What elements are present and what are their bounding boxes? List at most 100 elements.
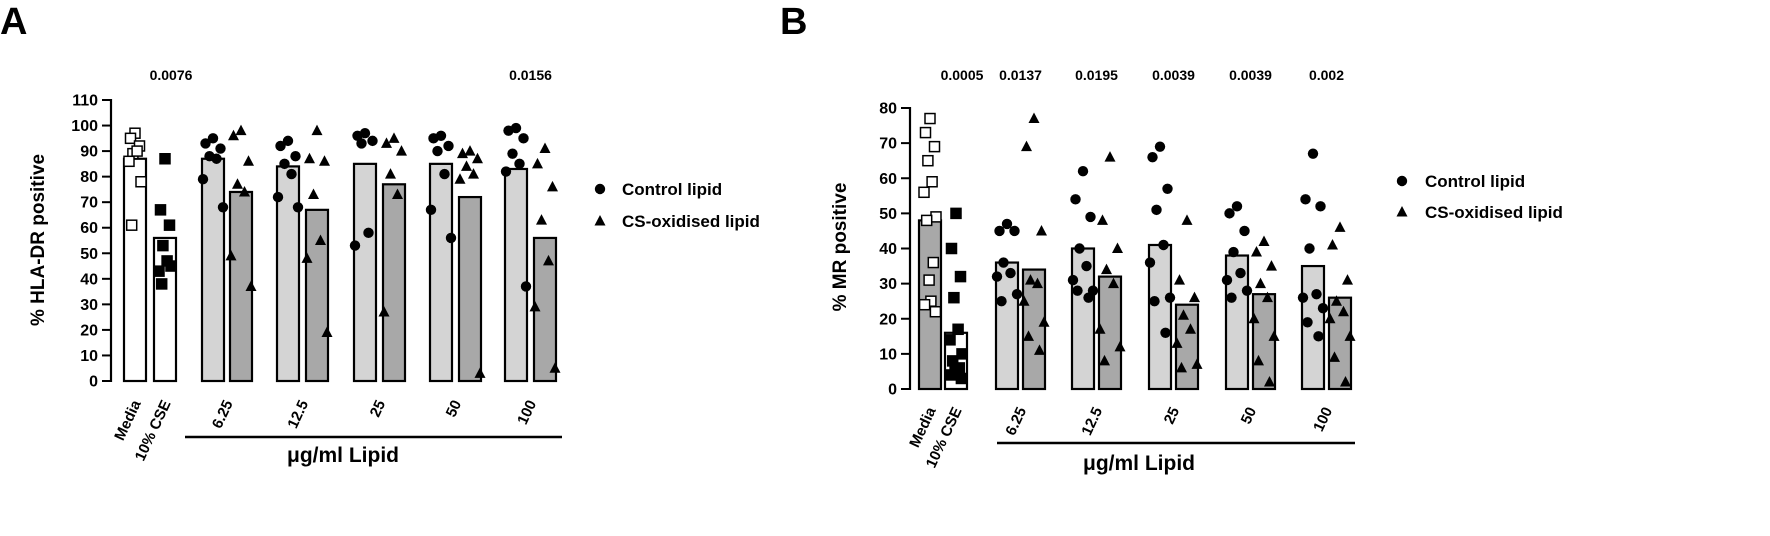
point-cs-oxidised-lipid: [1114, 340, 1126, 352]
point-control-lipid: [1149, 295, 1160, 307]
point-cs-oxidised-lipid: [315, 234, 326, 245]
point-media: [929, 305, 942, 318]
point-control-lipid: [1072, 285, 1083, 296]
point-cs-oxidised-lipid: [1036, 224, 1047, 236]
point-cs-oxidised-lipid: [1171, 337, 1183, 348]
point-control-lipid: [1307, 148, 1319, 159]
point-control-lipid: [998, 257, 1009, 268]
point-control-lipid: [356, 138, 367, 149]
point-10-cse: [952, 323, 964, 336]
point-control-lipid: [286, 168, 297, 180]
point-cs-oxidised-lipid: [1329, 351, 1340, 362]
point-10-cse: [945, 242, 958, 255]
point-cs-oxidised-lipid: [1258, 235, 1270, 246]
point-cs-oxidised-lipid: [396, 145, 407, 156]
bar-control-lipid-6-25: [200, 157, 226, 383]
point-10-cse: [955, 372, 968, 385]
point-control-lipid: [1315, 201, 1326, 212]
point-10-cse: [154, 204, 167, 216]
point-media: [918, 298, 931, 311]
y-tick-label: 20: [879, 311, 897, 328]
point-10-cse: [950, 207, 962, 220]
point-cs-oxidised-lipid: [239, 185, 250, 197]
point-cs-oxidised-lipid: [308, 188, 319, 200]
p-value: 0.002: [1309, 67, 1344, 83]
point-cs-oxidised-lipid: [1248, 312, 1260, 324]
point-media: [930, 211, 942, 223]
point-cs-oxidised-lipid: [543, 254, 554, 266]
point-10-cse: [165, 260, 177, 272]
point-media: [919, 126, 932, 139]
panel-label: B: [780, 1, 807, 43]
point-cs-oxidised-lipid: [457, 147, 468, 159]
legend-marker-cs-oxidised-lipid: [594, 215, 606, 226]
y-tick-label: 50: [879, 206, 897, 223]
bar-cs-oxidised-lipid-50: [457, 195, 483, 383]
point-cs-oxidised-lipid: [1021, 140, 1032, 152]
point-cs-oxidised-lipid: [536, 214, 547, 225]
point-control-lipid: [217, 202, 229, 213]
point-control-lipid: [1164, 292, 1176, 303]
point-media: [924, 112, 936, 125]
point-control-lipid: [1241, 285, 1253, 296]
p-value: 0.0156: [509, 67, 552, 83]
point-cs-oxidised-lipid: [385, 168, 396, 179]
point-10-cse: [944, 334, 956, 346]
point-control-lipid: [1085, 211, 1096, 223]
point-10-cse: [163, 219, 176, 231]
point-cs-oxidised-lipid: [1099, 354, 1110, 366]
bar-cs-oxidised-lipid-6-25: [1021, 268, 1047, 391]
point-control-lipid: [211, 153, 222, 164]
point-cs-oxidised-lipid: [1097, 214, 1108, 225]
y-tick-label: 0: [89, 374, 98, 391]
point-control-lipid: [1077, 166, 1089, 177]
point-control-lipid: [503, 125, 514, 136]
p-value: 0.0005: [941, 67, 984, 83]
point-cs-oxidised-lipid: [381, 137, 392, 148]
point-cs-oxidised-lipid: [1028, 112, 1040, 124]
point-cs-oxidised-lipid: [529, 300, 541, 312]
point-cs-oxidised-lipid: [539, 142, 551, 154]
point-cs-oxidised-lipid: [1094, 323, 1106, 334]
legend-marker-control-lipid: [1396, 175, 1408, 187]
bar-media: [122, 157, 148, 383]
y-tick-label: 90: [80, 144, 98, 161]
y-tick-label: 100: [71, 118, 98, 135]
point-cs-oxidised-lipid: [311, 124, 323, 136]
point-control-lipid: [275, 140, 286, 152]
point-cs-oxidised-lipid: [454, 173, 466, 184]
point-control-lipid: [432, 145, 443, 157]
point-media: [927, 256, 940, 269]
point-cs-oxidised-lipid: [1264, 375, 1275, 387]
point-control-lipid: [292, 202, 304, 213]
point-cs-oxidised-lipid: [549, 362, 561, 373]
point-control-lipid: [1067, 274, 1079, 286]
point-cs-oxidised-lipid: [1112, 242, 1123, 253]
point-cs-oxidised-lipid: [1340, 375, 1351, 387]
point-media: [923, 274, 935, 286]
point-cs-oxidised-lipid: [1178, 309, 1189, 320]
point-cs-oxidised-lipid: [319, 155, 330, 166]
x-tick-label: 50: [443, 398, 465, 420]
point-cs-oxidised-lipid: [1344, 330, 1356, 341]
point-10-cse: [954, 270, 967, 283]
point-10-cse: [948, 291, 960, 304]
point-control-lipid: [1160, 327, 1171, 338]
point-10-cse: [956, 348, 968, 360]
legend-label-control-lipid: Control lipid: [622, 180, 722, 199]
point-cs-oxidised-lipid: [1331, 295, 1342, 306]
bar-cs-oxidised-lipid-100: [1327, 296, 1353, 391]
point-cs-oxidised-lipid: [1191, 358, 1203, 369]
legend-marker-control-lipid: [594, 183, 606, 195]
point-cs-oxidised-lipid: [245, 280, 257, 291]
point-cs-oxidised-lipid: [1251, 246, 1262, 257]
point-control-lipid: [500, 166, 512, 177]
point-cs-oxidised-lipid: [1032, 277, 1043, 289]
y-tick-label: 60: [80, 220, 98, 237]
point-media: [124, 132, 137, 145]
point-control-lipid: [1011, 288, 1023, 300]
p-value: 0.0039: [1152, 67, 1195, 83]
point-media: [928, 140, 941, 153]
point-control-lipid: [1221, 274, 1233, 286]
point-control-lipid: [352, 130, 363, 141]
